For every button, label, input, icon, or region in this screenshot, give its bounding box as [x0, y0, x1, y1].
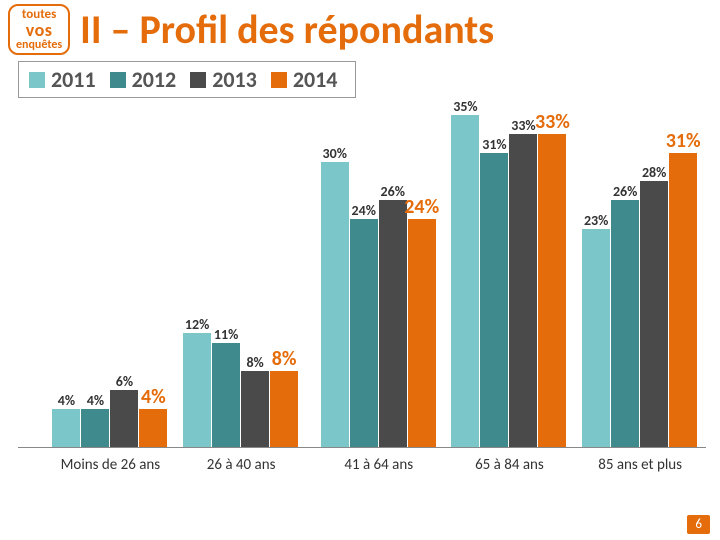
- bar-group: 4%4%6%4%: [52, 390, 167, 447]
- bar: 26%: [379, 200, 407, 447]
- bar: 11%: [212, 343, 240, 448]
- bar-group: 23%26%28%31%: [582, 153, 697, 448]
- bar-value-label: 31%: [666, 129, 701, 153]
- bar-value-label: 11%: [214, 326, 238, 343]
- page-title: II – Profil des répondants: [80, 5, 494, 54]
- bar-value-label: 4%: [141, 385, 166, 409]
- bar: 23%: [582, 229, 610, 448]
- bar: 33%: [538, 134, 566, 448]
- bar: 31%: [669, 153, 697, 448]
- bar: 24%: [350, 219, 378, 447]
- bar: 6%: [110, 390, 138, 447]
- x-axis-label: Moins de 26 ans: [55, 456, 165, 474]
- logo-line2: vos: [16, 21, 62, 39]
- bar: 24%: [408, 219, 436, 447]
- bar-value-label: 12%: [185, 316, 209, 333]
- bar: 8%: [241, 371, 269, 447]
- bar-value-label: 4%: [58, 392, 75, 409]
- bar-value-label: 23%: [584, 212, 608, 229]
- bar: 31%: [480, 153, 508, 448]
- bar-chart: 4%4%6%4%12%11%8%8%30%24%26%24%35%31%33%3…: [18, 68, 706, 448]
- x-axis-label: 85 ans et plus: [585, 456, 695, 474]
- x-axis: Moins de 26 ans 26 à 40 ans 41 à 64 ans 65 …: [18, 450, 706, 500]
- bar-value-label: 28%: [642, 164, 666, 181]
- bar-value-label: 8%: [272, 347, 297, 371]
- bar-value-label: 35%: [453, 98, 477, 115]
- logo: toutes vos enquêtes: [8, 4, 70, 55]
- bar-value-label: 31%: [482, 136, 506, 153]
- x-axis-label: 26 à 40 ans: [186, 456, 296, 474]
- bar-value-label: 26%: [613, 183, 637, 200]
- x-axis-label: 41 à 64 ans: [324, 456, 434, 474]
- bar-value-label: 33%: [511, 117, 535, 134]
- bar-value-label: 6%: [116, 373, 133, 390]
- bar: 30%: [321, 162, 349, 447]
- header: toutes vos enquêtes II – Profil des répo…: [0, 0, 720, 55]
- bar: 4%: [52, 409, 80, 447]
- bar-value-label: 33%: [535, 110, 570, 134]
- bar-value-label: 8%: [246, 354, 263, 371]
- bar: 4%: [81, 409, 109, 447]
- bar-group: 35%31%33%33%: [451, 115, 566, 448]
- bar-value-label: 4%: [87, 392, 104, 409]
- page-number: 6: [687, 515, 710, 534]
- bar: 26%: [611, 200, 639, 447]
- bar-value-label: 24%: [404, 195, 439, 219]
- bar: 33%: [509, 134, 537, 448]
- bar: 35%: [451, 115, 479, 448]
- bar: 28%: [640, 181, 668, 447]
- bar-value-label: 26%: [381, 183, 405, 200]
- bar: 4%: [139, 409, 167, 447]
- bar-group: 12%11%8%8%: [183, 333, 298, 447]
- logo-line3: enquêtes: [16, 39, 62, 51]
- bar-value-label: 24%: [352, 202, 376, 219]
- bar: 12%: [183, 333, 211, 447]
- x-axis-label: 65 à 84 ans: [454, 456, 564, 474]
- bar: 8%: [270, 371, 298, 447]
- bar-group: 30%24%26%24%: [321, 162, 436, 447]
- bar-value-label: 30%: [323, 145, 347, 162]
